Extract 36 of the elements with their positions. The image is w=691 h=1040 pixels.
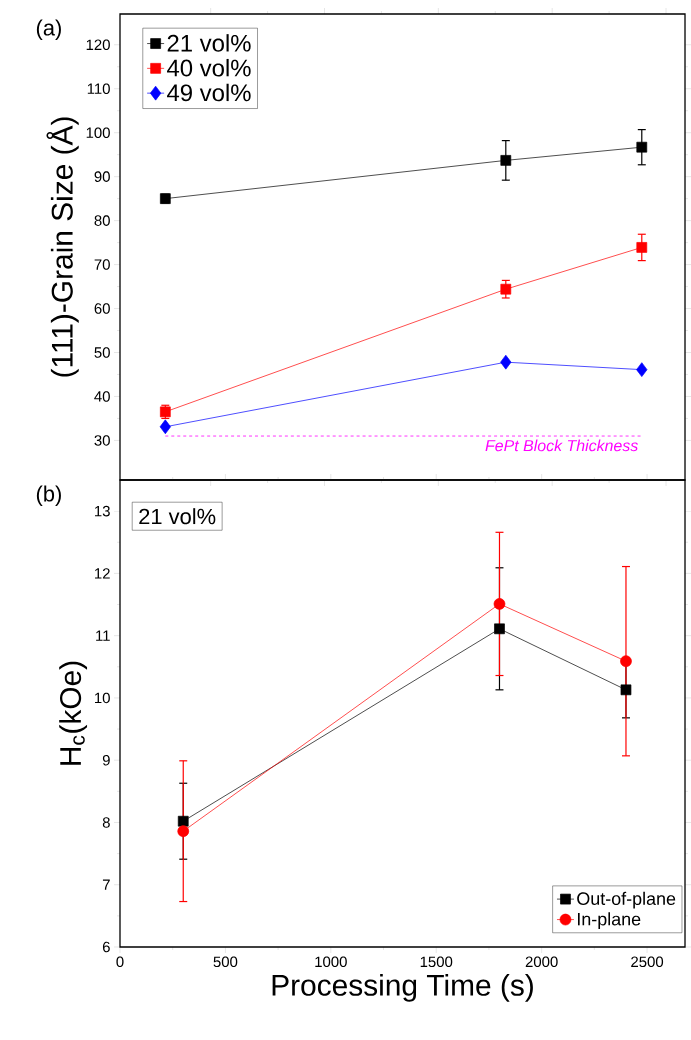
y-tick-label: 100	[86, 127, 110, 138]
y-tick-label: 110	[87, 83, 110, 95]
y-axis-title: (111)-Grain Size (Å)	[46, 117, 79, 377]
x-tick-label: 2500	[631, 956, 664, 968]
y-tick-label: 12	[94, 568, 110, 579]
y-tick-label: 13	[94, 505, 110, 517]
legend-label: Out-of-plane	[577, 891, 676, 909]
y-tick-label: 10	[94, 692, 110, 704]
y-axis-title: H$_{c}$(kOe)	[59, 661, 88, 765]
text: (b)	[36, 485, 61, 506]
y-tick-label: 80	[94, 215, 110, 226]
x-tick-label: 0	[116, 956, 124, 968]
legend-label: In-plane	[577, 912, 641, 930]
x-tick-label: 1500	[420, 956, 453, 968]
y-tick-label: 40	[94, 391, 110, 402]
x-tick-label: 2000	[525, 956, 558, 968]
text: (a)	[36, 19, 61, 40]
annotation: 21 vol%	[139, 508, 216, 525]
y-tick-label: 50	[94, 347, 110, 358]
y-tick-label: 7	[102, 879, 110, 890]
y-tick-label: 8	[102, 817, 110, 828]
y-tick-label: 11	[96, 630, 110, 641]
x-tick-label: 500	[213, 956, 238, 968]
y-tick-label: 30	[94, 435, 110, 446]
x-axis-title: Processing Time (s)	[272, 973, 533, 1002]
x-tick-label: 1000	[315, 956, 347, 968]
ref-line-label: FePt Block Thickness	[485, 439, 638, 452]
y-tick-label: 9	[102, 754, 110, 766]
legend-label: 49 vol%	[166, 83, 251, 102]
y-tick-label: 70	[94, 259, 110, 270]
legend-label: 40 vol%	[166, 58, 251, 77]
y-tick-label: 90	[94, 171, 110, 182]
y-tick-label: 6	[102, 941, 110, 953]
legend-label: 21 vol%	[167, 34, 251, 52]
y-tick-label: 120	[86, 39, 110, 51]
y-tick-label: 60	[94, 303, 110, 314]
